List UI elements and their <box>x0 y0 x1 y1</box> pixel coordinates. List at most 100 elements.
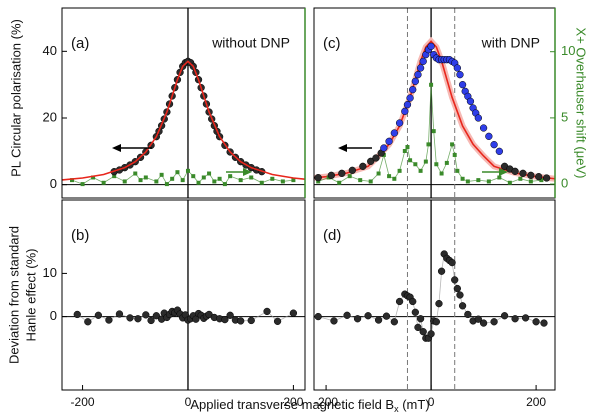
marker <box>511 315 519 323</box>
marker <box>291 178 296 183</box>
x-label-sub: x <box>394 404 399 414</box>
marker <box>133 171 138 176</box>
marker <box>539 178 544 183</box>
marker <box>390 318 398 326</box>
marker <box>338 169 346 177</box>
marker <box>416 64 425 72</box>
marker <box>374 316 383 324</box>
marker <box>414 323 422 332</box>
marker <box>500 312 509 320</box>
marker <box>237 317 245 325</box>
marker <box>497 175 502 180</box>
panel-label: (b) <box>71 227 89 244</box>
marker <box>437 267 446 275</box>
marker <box>347 174 352 179</box>
marker <box>180 178 185 183</box>
frame <box>313 199 556 391</box>
marker <box>474 315 482 323</box>
marker <box>452 152 457 157</box>
marker <box>409 86 417 94</box>
marker <box>519 169 527 177</box>
marker <box>228 174 233 179</box>
marker <box>372 154 380 162</box>
marker <box>273 317 282 325</box>
arrows <box>112 144 508 176</box>
marker <box>217 176 222 181</box>
arrow-head <box>112 144 121 152</box>
marker <box>314 312 322 321</box>
marker <box>542 174 551 182</box>
panel: 0 10 -200 0 200 (b) Deviation from standard Han… <box>6 199 306 409</box>
marker <box>126 314 134 322</box>
marker <box>402 148 407 153</box>
panel-label: (a) <box>71 35 89 52</box>
marker <box>405 145 410 150</box>
x-tick-label: 200 <box>526 395 546 409</box>
marker <box>358 178 363 183</box>
marker <box>327 171 335 179</box>
x-label-text: Applied transverse magnetic field B <box>190 397 394 412</box>
x-label-unit: (mT) <box>399 397 430 412</box>
marker <box>152 312 161 320</box>
marker <box>142 311 150 319</box>
y-axis-label: Hanle effect (%) <box>23 249 38 342</box>
marker <box>247 316 255 325</box>
marker <box>474 114 482 122</box>
marker <box>427 330 435 338</box>
marker <box>175 170 180 175</box>
y-tick-label: 10 <box>43 265 57 280</box>
marker <box>458 81 467 89</box>
marker <box>164 182 169 187</box>
marker <box>314 174 322 182</box>
marker <box>521 314 530 322</box>
panel-label: (c) <box>323 35 341 52</box>
marker <box>495 147 503 155</box>
marker <box>70 178 75 183</box>
marker <box>143 175 148 180</box>
marker <box>464 310 472 319</box>
marker <box>390 129 398 137</box>
arrow-head <box>338 144 347 152</box>
y-tick-label: 0 <box>50 308 57 323</box>
y-tick-label: 0 <box>50 176 57 191</box>
marker <box>527 171 535 179</box>
marker <box>426 142 431 147</box>
marker <box>409 297 417 306</box>
marker <box>403 101 412 109</box>
marker <box>476 178 481 183</box>
marker <box>432 318 440 326</box>
marker <box>368 179 373 184</box>
marker <box>221 315 229 324</box>
marker <box>444 160 449 165</box>
marker <box>450 142 455 147</box>
arrow-head <box>499 168 508 176</box>
marker <box>408 158 413 163</box>
marker <box>532 318 540 326</box>
marker <box>507 180 512 185</box>
marker <box>434 162 439 167</box>
marker <box>330 317 338 325</box>
marker <box>249 175 254 180</box>
y2-tick-label: 10 <box>561 43 575 58</box>
y2-axis-label: X+ Overhauser shift (μeV) <box>574 28 589 179</box>
x-tick-label: 200 <box>283 395 303 409</box>
marker <box>154 179 159 184</box>
marker <box>226 311 234 319</box>
marker <box>196 180 201 185</box>
marker <box>435 299 443 308</box>
marker <box>367 157 375 165</box>
marker <box>511 167 519 175</box>
fit-band <box>313 36 556 182</box>
marker <box>429 82 434 87</box>
marker <box>280 179 285 184</box>
marker <box>490 141 498 149</box>
x-tick-label: 0 <box>185 395 192 409</box>
marker <box>479 124 488 132</box>
marker <box>414 71 422 79</box>
marker <box>170 176 175 181</box>
y2-tick-label: 0 <box>561 176 568 191</box>
marker <box>222 182 227 187</box>
arrow-head <box>243 168 252 176</box>
